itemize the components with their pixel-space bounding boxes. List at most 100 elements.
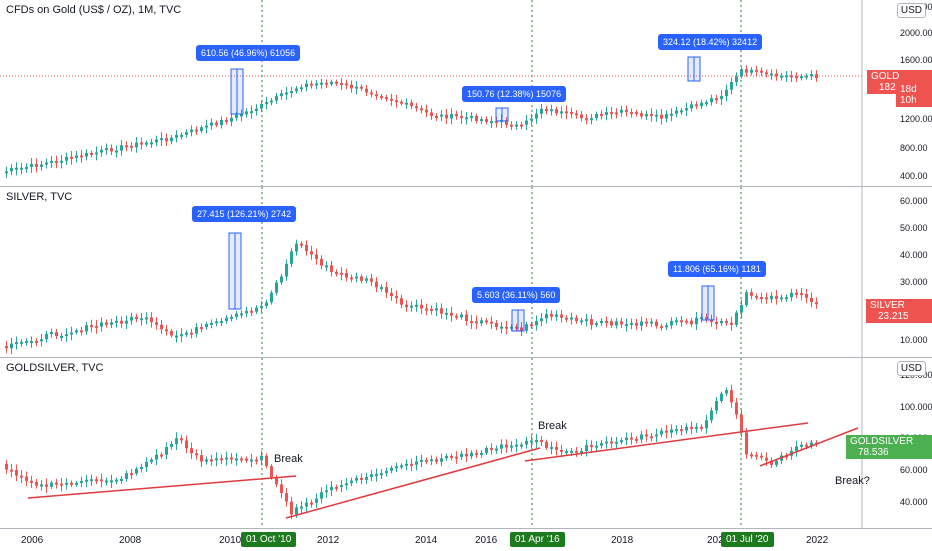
gold-candle xyxy=(10,168,13,172)
gold-candle xyxy=(780,75,783,78)
gold-candle xyxy=(180,134,183,137)
silver-candle xyxy=(610,321,613,326)
gold-candle xyxy=(40,164,43,167)
price-tick-label: 800.00 xyxy=(900,143,928,153)
goldsilver-candle xyxy=(810,442,813,447)
goldsilver-candle xyxy=(795,446,798,451)
goldsilver-candle xyxy=(395,466,398,469)
goldsilver-candle xyxy=(675,429,678,432)
goldsilver-candle xyxy=(10,469,13,472)
silver-candle xyxy=(545,314,548,319)
gold-currency-button[interactable]: USD xyxy=(896,3,926,18)
break-annotation-2: Break xyxy=(538,420,567,432)
silver-candle xyxy=(575,317,578,322)
gold-candle xyxy=(70,156,73,159)
silver-candle xyxy=(415,304,418,307)
goldsilver-candle xyxy=(630,437,633,440)
silver-candle xyxy=(685,320,688,323)
goldsilver-candle xyxy=(735,402,738,415)
price-tick-label: 60.000 xyxy=(900,196,928,206)
goldsilver-candle xyxy=(575,450,578,453)
silver-candle xyxy=(525,324,528,331)
goldsilver-candle xyxy=(660,430,663,435)
goldsilver-candle xyxy=(80,480,83,483)
silver-measure-1[interactable]: 27.415 (126.21%) 2742 xyxy=(192,206,297,222)
time-marker-apr-2016[interactable]: 01 Apr '16 xyxy=(510,532,565,547)
silver-measure-3[interactable]: 11.806 (65.16%) 1181 xyxy=(668,261,766,277)
time-axis[interactable]: 2006 2008 2010 2012 2014 2016 2018 202 2… xyxy=(0,528,932,551)
goldsilver-candle xyxy=(215,458,218,461)
time-label-2018: 2018 xyxy=(611,535,634,546)
silver-candle xyxy=(625,324,628,327)
silver-candle xyxy=(125,320,128,324)
silver-candle xyxy=(675,320,678,323)
goldsilver-candle xyxy=(500,444,503,449)
gold-candle xyxy=(790,75,793,78)
price-tick-label: 2000.00 xyxy=(900,28,932,38)
goldsilver-candle xyxy=(670,429,673,433)
gold-candle xyxy=(355,86,358,89)
silver-candle xyxy=(520,327,523,331)
silver-candle xyxy=(800,293,803,296)
goldsilver-candle xyxy=(380,473,383,476)
goldsilver-candle xyxy=(265,455,268,467)
silver-candle xyxy=(605,320,608,323)
silver-candle xyxy=(220,320,223,323)
goldsilver-candle xyxy=(695,426,698,429)
gold-candle xyxy=(510,124,513,127)
silver-candle xyxy=(570,317,573,320)
gold-candle xyxy=(660,114,663,119)
goldsilver-candle xyxy=(75,482,78,485)
goldsilver-candle xyxy=(225,457,228,460)
gold-candle xyxy=(615,112,618,115)
silver-candle xyxy=(130,316,133,321)
goldsilver-candle xyxy=(610,441,613,444)
goldsilver-candle xyxy=(250,459,253,462)
silver-candle xyxy=(665,325,668,328)
gold-candle xyxy=(525,120,528,125)
gold-candle xyxy=(490,121,493,124)
silver-candle xyxy=(135,316,138,320)
gold-measure-3[interactable]: 324.12 (18.42%) 32412 xyxy=(658,34,763,50)
silver-candle xyxy=(485,320,488,323)
goldsilver-candle xyxy=(220,458,223,461)
gold-measure-1[interactable]: 610.56 (46.96%) 61056 xyxy=(196,45,301,61)
silver-candle xyxy=(95,325,98,328)
silver-candle xyxy=(320,258,323,266)
goldsilver-candle xyxy=(25,476,28,481)
gold-pane[interactable]: 2400.002000.001600.001200.00800.00400.00… xyxy=(0,0,932,187)
silver-candle xyxy=(350,277,353,280)
goldsilver-candle xyxy=(165,446,168,455)
goldsilver-candle xyxy=(350,480,353,484)
gold-candle xyxy=(285,92,288,95)
silver-candle xyxy=(735,312,738,325)
goldsilver-candle xyxy=(650,436,653,439)
gold-candle xyxy=(365,88,368,93)
gold-candle xyxy=(340,82,343,85)
gold-candle xyxy=(450,114,453,119)
price-tick-label: 400.00 xyxy=(900,171,928,181)
gold-measure-2[interactable]: 150.76 (12.38%) 15076 xyxy=(462,86,567,102)
time-marker-jul-2020[interactable]: 01 Jul '20 xyxy=(721,532,774,547)
goldsilver-candle xyxy=(715,401,718,411)
gold-candle xyxy=(460,116,463,119)
silver-candle xyxy=(325,265,328,268)
silver-candle xyxy=(145,317,148,320)
goldsilver-currency-button[interactable]: USD xyxy=(896,361,926,376)
goldsilver-candle xyxy=(505,444,508,448)
time-marker-oct-2010[interactable]: 01 Oct '10 xyxy=(241,532,297,547)
silver-measure-2[interactable]: 5.603 (36.11%) 560 xyxy=(472,287,561,303)
goldsilver-candle xyxy=(260,455,263,461)
silver-candle xyxy=(160,324,163,330)
gold-symbol: GOLD xyxy=(871,71,900,82)
gold-candle xyxy=(360,86,363,89)
goldsilver-candle xyxy=(485,447,488,453)
gold-candle xyxy=(260,103,263,109)
gold-candle xyxy=(300,87,303,90)
goldsilver-candle xyxy=(135,468,138,474)
gold-candle xyxy=(555,109,558,114)
